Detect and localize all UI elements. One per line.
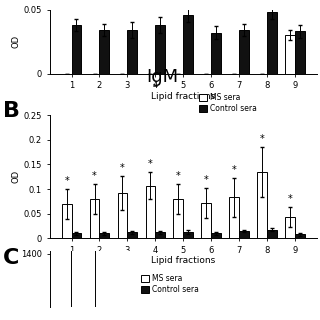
Bar [211,234,221,238]
Bar [285,217,295,238]
Bar [267,12,277,74]
Bar [100,234,109,238]
Y-axis label: OD: OD [12,170,21,183]
Bar [146,186,155,238]
Bar [62,204,71,238]
Bar [155,25,165,74]
Text: C: C [3,248,20,268]
Bar [71,25,81,74]
Text: *: * [92,171,97,181]
Bar [71,234,81,238]
Bar [100,30,109,74]
Bar [183,232,193,238]
Legend: MS sera, Control sera: MS sera, Control sera [138,271,202,297]
Text: *: * [204,175,209,185]
Bar [295,235,305,238]
Bar [155,233,165,238]
Text: B: B [3,101,20,121]
Bar [201,203,211,238]
Bar [239,231,249,238]
Text: *: * [64,176,69,186]
Bar [211,33,221,74]
Bar [285,35,295,74]
X-axis label: Lipid fractions: Lipid fractions [151,256,215,265]
Text: *: * [148,159,153,169]
Text: IgM: IgM [146,68,178,86]
Y-axis label: OD: OD [12,35,21,48]
Bar [71,227,95,307]
Bar [229,197,239,238]
Legend: MS sera, Control sera: MS sera, Control sera [196,90,260,116]
Bar [127,233,137,238]
Text: *: * [232,165,236,175]
Text: *: * [120,163,125,173]
Bar [257,172,267,238]
Bar [173,199,183,238]
Bar [90,199,100,238]
Bar [117,193,127,238]
Bar [295,31,305,74]
X-axis label: Lipid fractions: Lipid fractions [151,92,215,100]
Bar [127,30,137,74]
Text: *: * [176,171,181,181]
Bar [183,15,193,74]
Bar [267,229,277,238]
Bar [239,30,249,74]
Text: *: * [288,194,292,204]
Text: *: * [260,134,264,144]
